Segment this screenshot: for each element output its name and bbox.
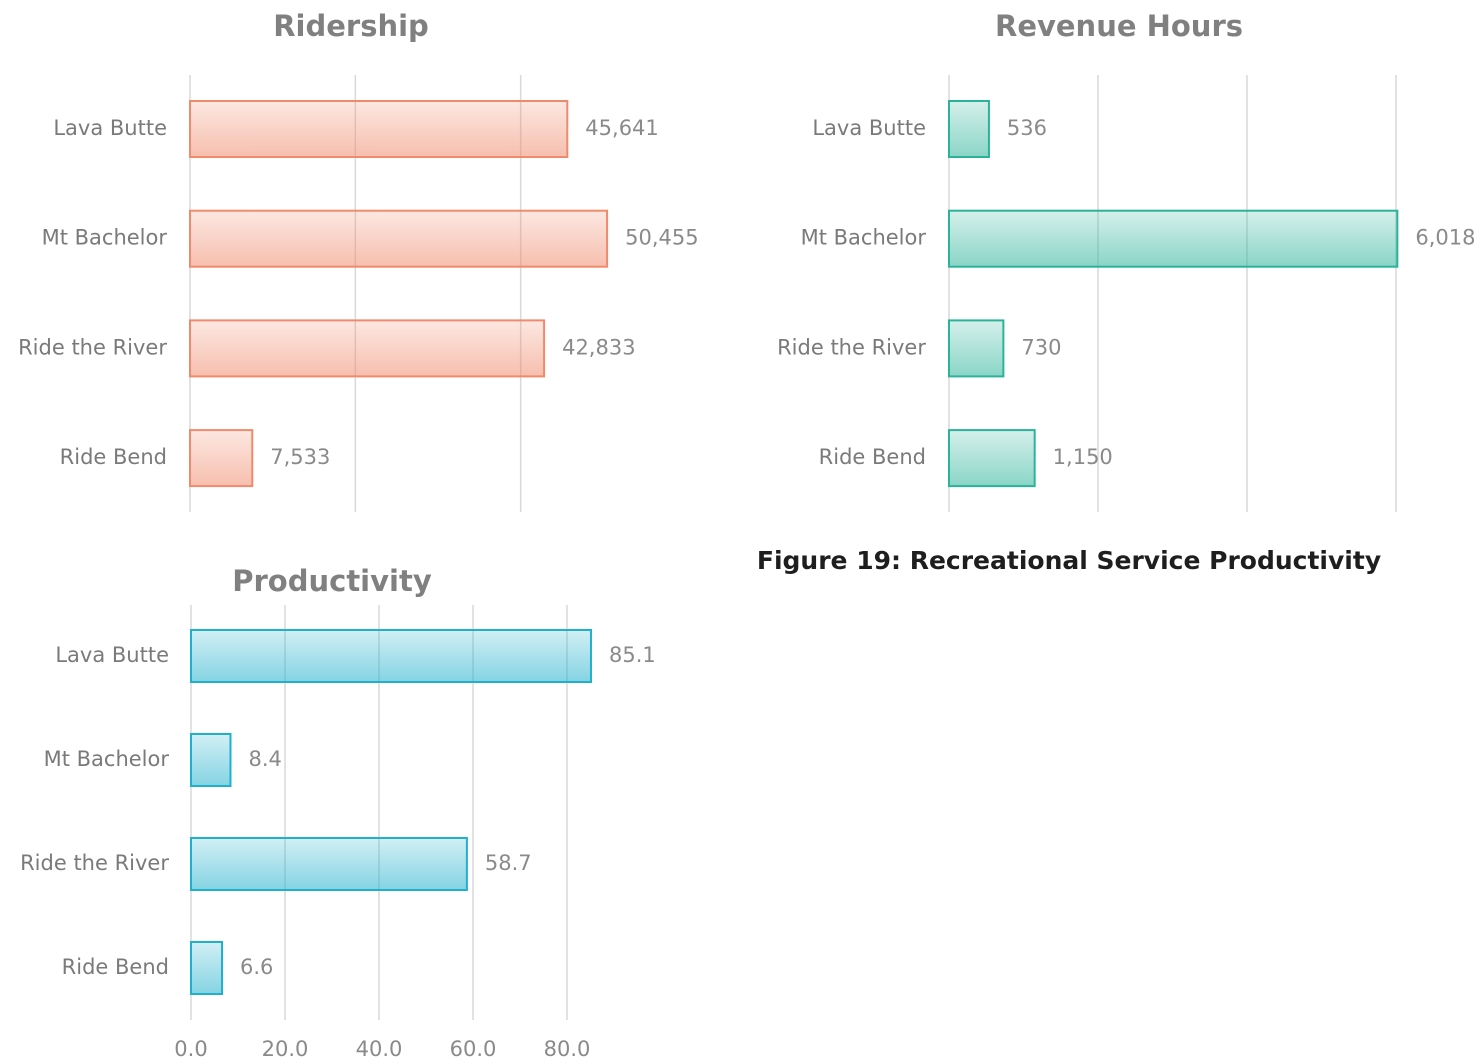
chart-title: Productivity [232,564,432,598]
bar [189,319,546,378]
value-label: 6,018 [1415,226,1475,250]
chart: Productivity 0.0 20.0 40.0 60.0 80.0 85.1 Lava … [20,564,656,1061]
bar [189,100,569,158]
value-label: 85.1 [609,643,656,667]
category-label: Mt Bachelor [42,226,168,250]
category-label: Mt Bachelor [801,226,927,250]
bar [189,429,254,488]
category-label: Mt Bachelor [44,747,170,771]
value-label: 45,641 [585,116,658,140]
value-label: 58.7 [485,851,532,875]
bar [948,100,990,158]
category-label: Ride Bend [819,445,926,469]
bar [190,629,592,683]
chart: Revenue Hours 536 Lava Butte 6,018 Mt Bachel… [777,9,1475,512]
bar [948,429,1036,488]
category-label: Lava Butte [53,116,167,140]
category-label: Lava Butte [55,643,169,667]
x-tick-label: 80.0 [544,1037,591,1061]
value-label: 6.6 [240,955,273,979]
x-tick-label: 60.0 [450,1037,497,1061]
category-label: Ride Bend [60,445,167,469]
value-label: 536 [1007,116,1047,140]
chart: Ridership 45,641 Lava Butte 50,455 Mt Bachel… [18,9,699,512]
caption: Figure 19: Recreational Service Producti… [757,546,1381,575]
bar [190,837,468,891]
chart-title: Ridership [273,9,429,43]
category-label: Ride Bend [62,955,169,979]
x-tick-label: 0.0 [174,1037,207,1061]
x-tick-label: 20.0 [262,1037,309,1061]
bar [948,319,1005,378]
bar [190,941,224,995]
value-label: 42,833 [562,335,635,359]
category-label: Lava Butte [812,116,926,140]
category-label: Ride the River [20,851,169,875]
value-label: 50,455 [625,226,698,250]
chart-title: Revenue Hours [995,9,1243,43]
value-label: 730 [1021,335,1061,359]
value-label: 8.4 [248,747,281,771]
bar [948,209,1399,268]
value-label: 1,150 [1053,445,1113,469]
bar [190,733,232,787]
category-label: Ride the River [777,335,926,359]
bar [189,209,609,268]
x-tick-label: 40.0 [356,1037,403,1061]
value-label: 7,533 [270,445,330,469]
category-label: Ride the River [18,335,167,359]
